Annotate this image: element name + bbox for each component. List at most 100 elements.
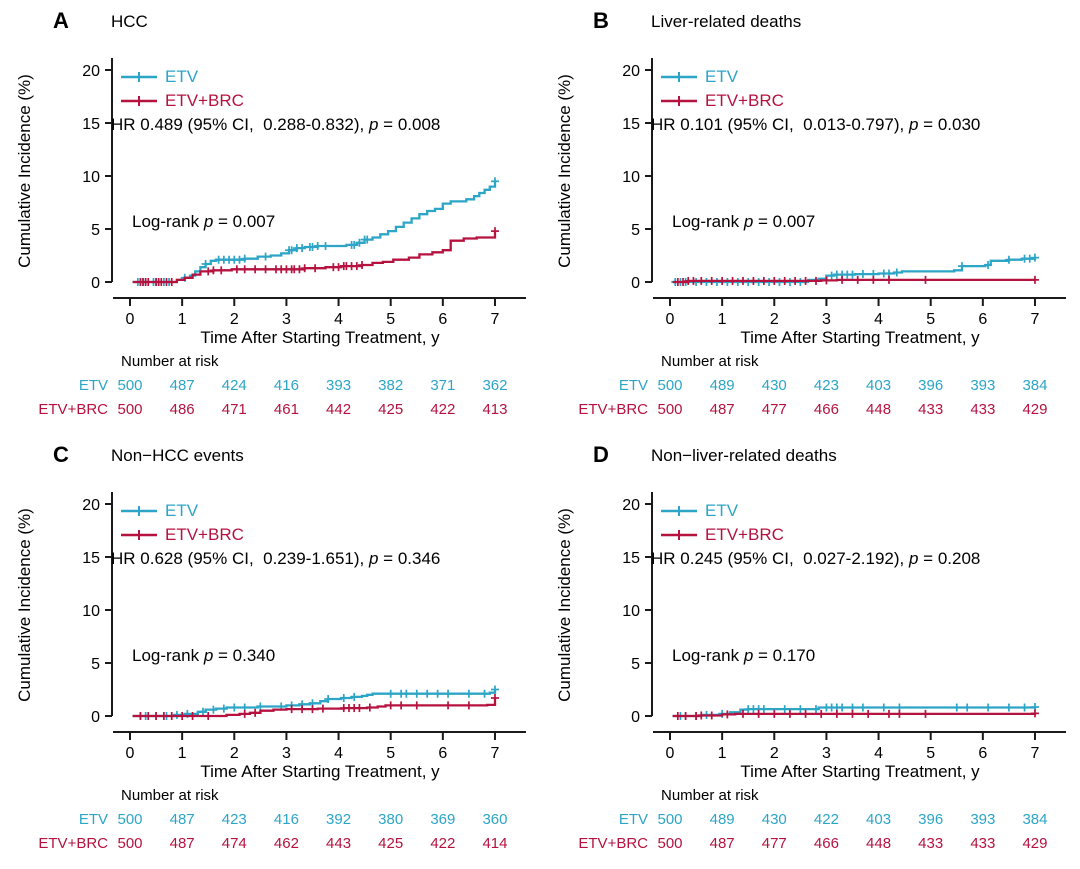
risk-row-label: ETV+BRC [578, 401, 648, 418]
legend-item-etv-brc: ETV+BRC [659, 525, 784, 545]
risk-value: 466 [813, 401, 839, 418]
svg-text:5: 5 [386, 311, 395, 328]
hazard-ratio-text: HR 0.489 (95% CI, 0.288-0.832), p = 0.00… [111, 115, 441, 134]
risk-value: 474 [221, 835, 247, 852]
risk-value: 477 [761, 401, 787, 418]
risk-value: 380 [378, 811, 404, 828]
risk-value: 486 [169, 401, 195, 418]
risk-value: 500 [657, 811, 683, 828]
risk-value: 393 [970, 811, 996, 828]
risk-value: 487 [169, 377, 195, 394]
risk-value: 396 [918, 811, 944, 828]
logrank-text: Log-rank p = 0.170 [672, 646, 816, 665]
risk-value: 471 [221, 401, 247, 418]
logrank-text: Log-rank p = 0.340 [132, 646, 276, 665]
panel-title: Liver-related deaths [651, 12, 802, 31]
svg-text:3: 3 [822, 311, 831, 328]
risk-value: 396 [918, 377, 944, 394]
legend-label-etv-brc: ETV+BRC [165, 91, 244, 110]
risk-value: 423 [221, 811, 247, 828]
legend-label-etv: ETV [165, 501, 199, 520]
risk-value: 462 [273, 835, 299, 852]
risk-value: 425 [378, 401, 404, 418]
risk-value: 489 [709, 811, 735, 828]
etv-line-marker-icon [661, 506, 697, 516]
svg-text:7: 7 [1031, 311, 1040, 328]
svg-text:5: 5 [926, 311, 935, 328]
risk-value: 487 [169, 835, 195, 852]
panel-liver-related-deaths: B Liver-related deaths Cumulative Incide… [540, 0, 1080, 434]
risk-value: 500 [657, 835, 683, 852]
risk-value: 500 [657, 377, 683, 394]
svg-text:2: 2 [770, 311, 779, 328]
risk-value: 384 [1022, 377, 1048, 394]
brc-line-marker-icon [121, 96, 157, 106]
svg-text:15: 15 [622, 116, 640, 133]
risk-value: 414 [482, 835, 508, 852]
legend-label-etv-brc: ETV+BRC [165, 525, 244, 544]
legend-item-etv: ETV [659, 501, 738, 521]
svg-text:1: 1 [178, 311, 187, 328]
svg-text:1: 1 [718, 745, 727, 762]
svg-text:10: 10 [82, 603, 100, 620]
risk-value: 443 [326, 835, 352, 852]
svg-text:4: 4 [874, 745, 883, 762]
brc-line-marker-icon [121, 530, 157, 540]
risk-table-header: Number at risk [121, 787, 219, 804]
svg-text:7: 7 [491, 745, 500, 762]
hazard-ratio-text: HR 0.628 (95% CI, 0.239-1.651), p = 0.34… [111, 549, 441, 568]
risk-value: 371 [430, 377, 456, 394]
risk-value: 369 [430, 811, 456, 828]
etv-line-marker-icon [121, 72, 157, 82]
svg-text:5: 5 [91, 656, 100, 673]
svg-text:5: 5 [631, 222, 640, 239]
risk-value: 500 [117, 835, 143, 852]
risk-row-etv: ETV 500 489 430 422 403 396 393 384 [540, 811, 1080, 831]
panel-non-liver-related-deaths: D Non−liver-related deaths Cumulative In… [540, 434, 1080, 868]
risk-value: 487 [169, 811, 195, 828]
risk-row-etv-brc: ETV+BRC 500 487 477 466 448 433 433 429 [540, 835, 1080, 855]
brc-line-marker-icon [661, 96, 697, 106]
svg-text:4: 4 [334, 311, 343, 328]
risk-value: 384 [1022, 811, 1048, 828]
risk-value: 487 [709, 401, 735, 418]
svg-text:15: 15 [622, 550, 640, 567]
risk-value: 413 [482, 401, 508, 418]
legend-item-etv: ETV [119, 501, 198, 521]
risk-value: 429 [1022, 835, 1048, 852]
risk-row-label: ETV [618, 377, 648, 394]
logrank-text: Log-rank p = 0.007 [132, 212, 276, 231]
risk-value: 430 [761, 377, 787, 394]
risk-value: 429 [1022, 401, 1048, 418]
risk-value: 500 [117, 811, 143, 828]
svg-text:6: 6 [438, 311, 447, 328]
risk-value: 416 [273, 811, 299, 828]
risk-row-label: ETV+BRC [38, 401, 108, 418]
risk-row-label: ETV+BRC [38, 835, 108, 852]
x-axis-label: Time After Starting Treatment, y [200, 762, 440, 781]
svg-text:7: 7 [1031, 745, 1040, 762]
panel-letter: C [53, 442, 69, 467]
risk-value: 403 [866, 377, 892, 394]
risk-value: 423 [813, 377, 839, 394]
risk-value: 425 [378, 835, 404, 852]
risk-value: 433 [970, 401, 996, 418]
svg-text:0: 0 [126, 311, 135, 328]
svg-text:5: 5 [631, 656, 640, 673]
risk-value: 393 [326, 377, 352, 394]
risk-table-header: Number at risk [661, 353, 759, 370]
survival-chart: 0 5 10 15 20 0 1 2 3 4 5 6 7 [622, 58, 1066, 328]
risk-row-label: ETV [78, 811, 108, 828]
legend-label-etv: ETV [165, 67, 199, 86]
risk-value: 448 [866, 835, 892, 852]
risk-value: 442 [326, 401, 352, 418]
risk-row-etv: ETV 500 487 423 416 392 380 369 360 [0, 811, 540, 831]
svg-text:1: 1 [718, 311, 727, 328]
legend-label-etv-brc: ETV+BRC [705, 91, 784, 110]
risk-row-label: ETV+BRC [578, 835, 648, 852]
risk-value: 403 [866, 811, 892, 828]
risk-value: 382 [378, 377, 404, 394]
svg-text:0: 0 [126, 745, 135, 762]
svg-text:0: 0 [666, 311, 675, 328]
svg-text:20: 20 [622, 497, 640, 514]
